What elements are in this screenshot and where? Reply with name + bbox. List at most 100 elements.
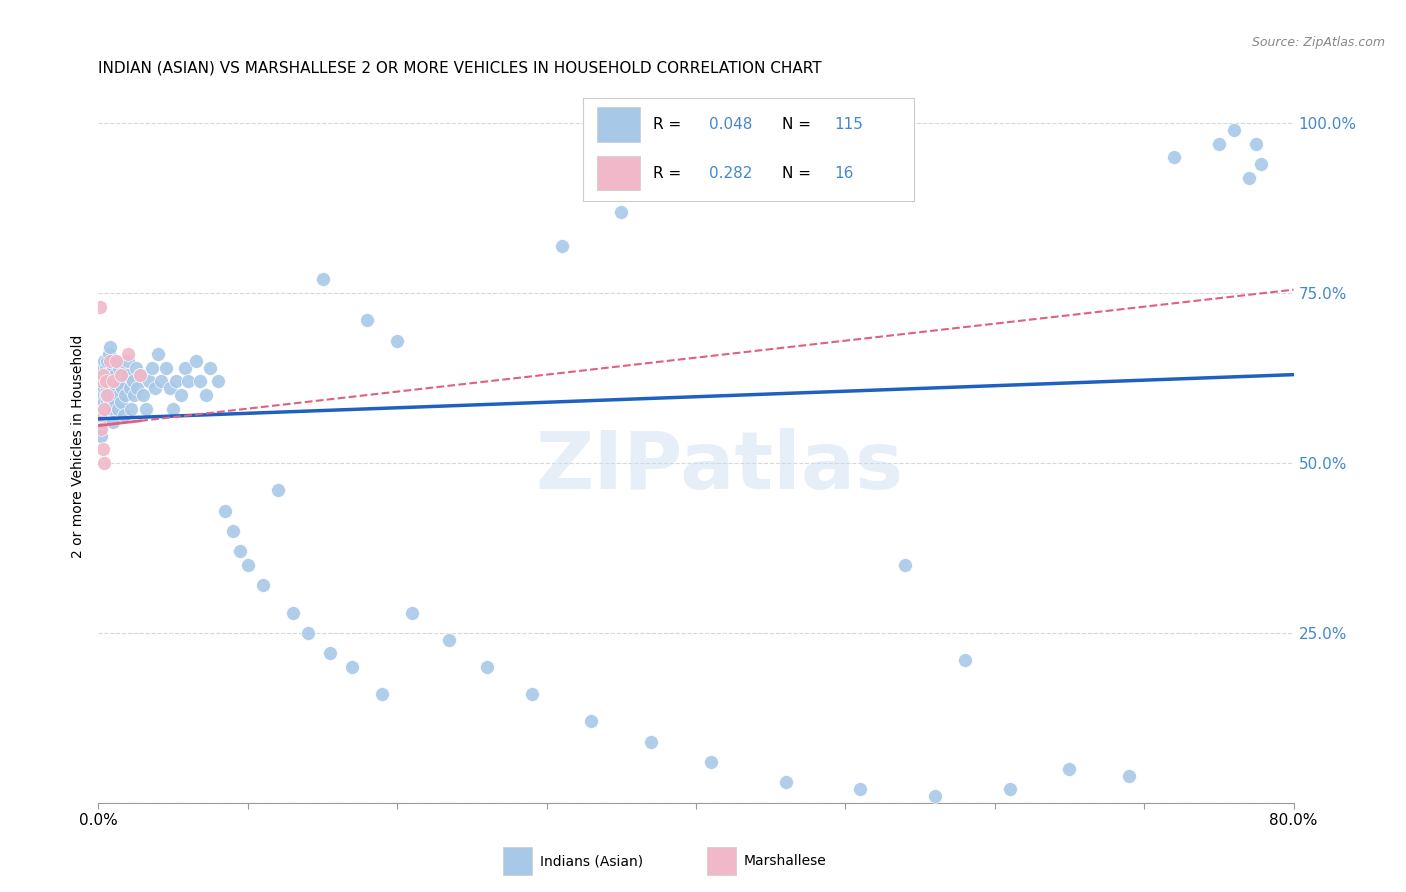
Point [89, 375, 111, 389]
Point [91, 368, 114, 382]
Point [103, 415, 125, 429]
Point [155, 360, 177, 375]
Point [103, 360, 125, 375]
Point [94, 375, 117, 389]
Point [177, 375, 200, 389]
Point [141, 360, 163, 375]
Point [207, 375, 229, 389]
Point [97, 375, 120, 389]
Point [115, 368, 138, 382]
Text: N =: N = [782, 166, 815, 180]
Point [138, 375, 160, 389]
Text: 0.048: 0.048 [709, 117, 752, 132]
Text: Indians (Asian): Indians (Asian) [540, 855, 643, 868]
Point [101, 375, 124, 389]
Point [96, 368, 118, 382]
Point [520, 687, 543, 701]
Point [90, 422, 112, 436]
Point [94, 401, 117, 416]
Point [90, 381, 112, 395]
Point [89, 422, 111, 436]
Point [105, 381, 128, 395]
Text: 0.282: 0.282 [709, 166, 752, 180]
Point [195, 388, 218, 402]
Point [148, 347, 170, 361]
Point [640, 734, 662, 748]
Point [120, 401, 142, 416]
Point [200, 360, 222, 375]
Point [124, 388, 146, 402]
FancyBboxPatch shape [596, 107, 640, 142]
Point [143, 381, 166, 395]
Point [91, 415, 114, 429]
Point [581, 714, 603, 729]
Point [162, 401, 184, 416]
Point [184, 354, 207, 368]
Point [90, 375, 112, 389]
Point [924, 789, 946, 803]
Point [89, 401, 111, 416]
Point [125, 360, 148, 375]
Point [114, 388, 136, 402]
Point [775, 775, 797, 789]
Point [132, 388, 155, 402]
Point [110, 368, 132, 382]
Point [118, 381, 141, 395]
Point [110, 394, 132, 409]
Point [267, 483, 290, 498]
Point [96, 381, 118, 395]
Point [93, 354, 115, 368]
Point [371, 687, 394, 701]
Point [96, 394, 118, 409]
Point [849, 782, 872, 797]
Point [236, 558, 259, 572]
Point [1244, 136, 1267, 151]
Point [1223, 123, 1246, 137]
FancyBboxPatch shape [503, 847, 531, 875]
Point [998, 782, 1021, 797]
Point [117, 354, 139, 368]
Text: R =: R = [652, 117, 686, 132]
Point [98, 368, 122, 382]
Point [91, 388, 114, 402]
Point [169, 388, 191, 402]
Point [281, 606, 304, 620]
Point [90, 394, 112, 409]
Point [89, 300, 111, 314]
Point [165, 375, 187, 389]
FancyBboxPatch shape [596, 155, 640, 190]
Text: N =: N = [782, 117, 815, 132]
Point [93, 401, 115, 416]
Point [101, 401, 124, 416]
Point [96, 354, 118, 368]
Point [117, 347, 139, 361]
Point [112, 409, 135, 423]
Point [94, 388, 117, 402]
Point [953, 653, 976, 667]
Point [342, 660, 364, 674]
Text: Source: ZipAtlas.com: Source: ZipAtlas.com [1251, 36, 1385, 49]
Point [91, 360, 114, 375]
Point [439, 632, 461, 647]
Y-axis label: 2 or more Vehicles in Household: 2 or more Vehicles in Household [72, 334, 86, 558]
Point [98, 354, 122, 368]
Point [121, 375, 143, 389]
Point [475, 660, 498, 674]
Point [103, 388, 125, 402]
Text: R =: R = [652, 166, 686, 180]
Text: INDIAN (ASIAN) VS MARSHALLESE 2 OR MORE VEHICLES IN HOUSEHOLD CORRELATION CHART: INDIAN (ASIAN) VS MARSHALLESE 2 OR MORE … [98, 61, 823, 76]
Point [700, 755, 723, 769]
Point [105, 354, 128, 368]
Point [108, 388, 131, 402]
Point [111, 381, 134, 395]
Point [222, 524, 245, 538]
Point [91, 442, 114, 457]
Point [188, 375, 211, 389]
Point [103, 375, 125, 389]
Text: ZIPatlas: ZIPatlas [536, 428, 904, 507]
Text: 115: 115 [835, 117, 863, 132]
Point [159, 381, 181, 395]
Point [90, 429, 112, 443]
Point [1118, 769, 1140, 783]
Point [1250, 157, 1272, 171]
